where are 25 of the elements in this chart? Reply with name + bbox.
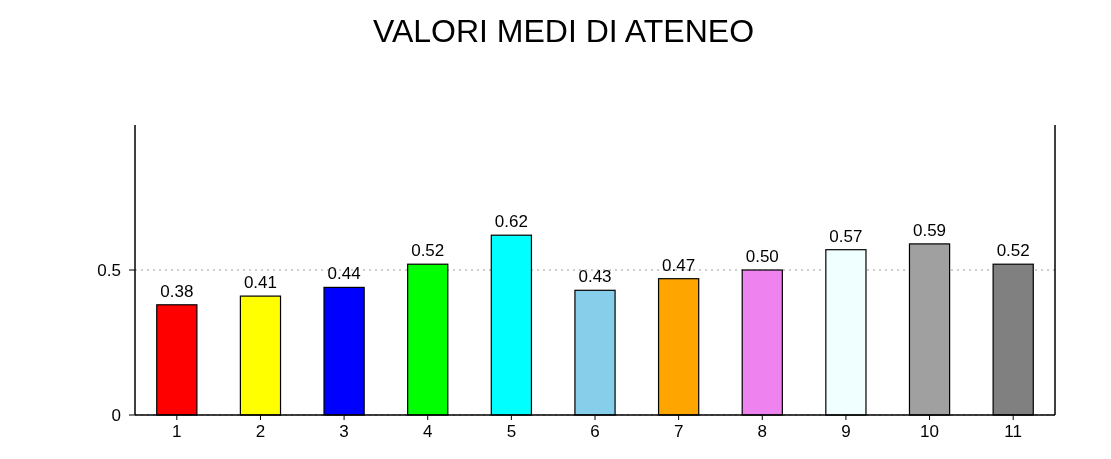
data-label: 0.43: [578, 267, 612, 287]
x-tick-label: 7: [673, 422, 684, 441]
chart-title: VALORI MEDI DI ATENEO: [372, 13, 755, 49]
x-tick-label: 5: [506, 422, 517, 441]
x-tick-label: 10: [920, 422, 940, 441]
x-tick-label: 1: [172, 422, 182, 441]
x-tick-label: 3: [339, 422, 349, 441]
data-label: 0.38: [160, 281, 194, 301]
x-tick-label: 9: [841, 422, 851, 441]
data-label: 0.50: [745, 247, 779, 266]
data-label: 0.52: [411, 241, 445, 261]
data-label: 0.47: [662, 255, 696, 275]
x-tick-label: 11: [1004, 422, 1023, 441]
data-label: 0.57: [829, 226, 863, 246]
data-label: 0.44: [327, 264, 361, 284]
y-tick-label: 0: [111, 405, 121, 425]
data-label: 0.52: [996, 241, 1030, 261]
y-tick-label: 0.5: [97, 260, 121, 280]
data-label: 0.62: [494, 212, 528, 232]
data-label: 0.59: [913, 220, 947, 240]
x-tick-label: 2: [255, 422, 266, 441]
x-tick-label: 8: [757, 422, 768, 441]
x-tick-label: 6: [590, 422, 600, 441]
x-tick-label: 4: [422, 422, 433, 441]
data-label: 0.41: [243, 273, 277, 293]
